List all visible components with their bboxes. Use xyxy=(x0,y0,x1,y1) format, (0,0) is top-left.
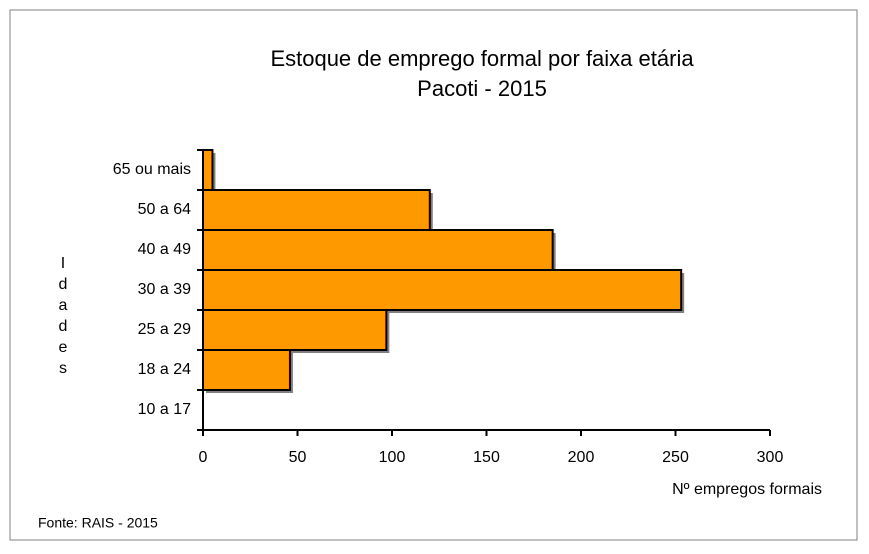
chart-title: Estoque de emprego formal por faixa etár… xyxy=(270,46,694,71)
y-tick-label: 25 a 29 xyxy=(138,321,191,338)
bar xyxy=(202,269,683,311)
source: Fonte: RAIS - 2015 xyxy=(38,515,158,531)
bar xyxy=(202,189,431,231)
bar xyxy=(202,229,554,271)
x-tick-label: 200 xyxy=(568,449,595,466)
x-tick-label: 50 xyxy=(289,449,307,466)
y-tick-label: 10 a 17 xyxy=(138,401,191,418)
bar xyxy=(202,349,291,391)
x-tick-label: 0 xyxy=(199,449,208,466)
y-tick-label: 65 ou mais xyxy=(113,161,191,178)
y-tick-label: 50 a 64 xyxy=(138,201,191,218)
y-tick-label: 18 a 24 xyxy=(138,361,191,378)
bar xyxy=(202,309,388,351)
x-tick-label: 300 xyxy=(757,449,784,466)
y-axis-label: Idades xyxy=(55,255,72,381)
y-tick-label: 40 a 49 xyxy=(138,241,191,258)
y-tick-label: 30 a 39 xyxy=(138,281,191,298)
x-tick-label: 100 xyxy=(379,449,406,466)
bar xyxy=(202,149,214,191)
x-tick-label: 150 xyxy=(473,449,500,466)
chart-subtitle: Pacoti - 2015 xyxy=(417,76,547,101)
x-tick-label: 250 xyxy=(662,449,689,466)
x-axis-label: Nº empregos formais xyxy=(672,481,822,498)
